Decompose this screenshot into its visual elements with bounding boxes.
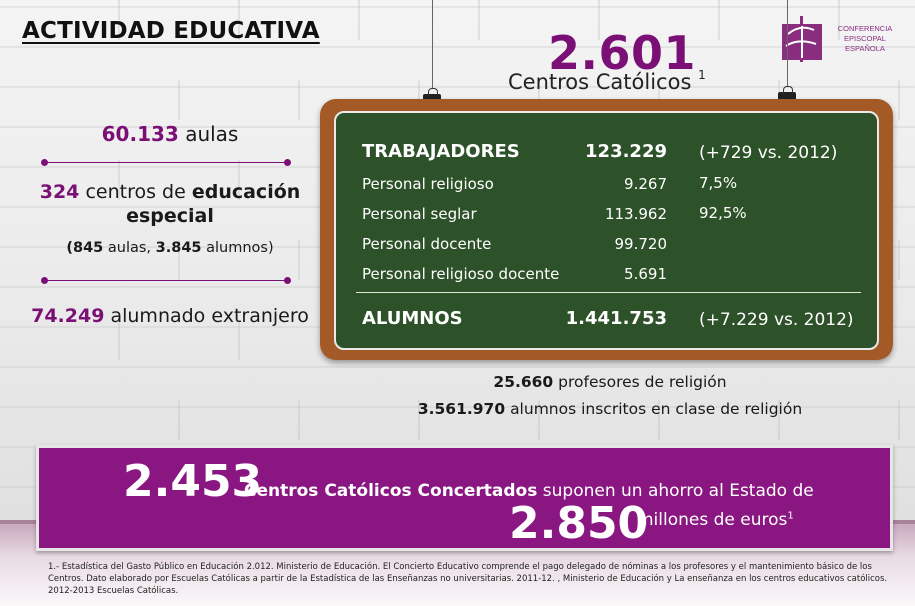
- table-row-extra: 7,5%: [699, 174, 738, 192]
- especial-value: 324: [39, 181, 80, 203]
- cee-logo: CONFERENCIA EPISCOPAL ESPAÑOLA: [780, 12, 906, 62]
- headline-sup: 1: [698, 68, 706, 82]
- table-row-label: Personal religioso docente: [362, 265, 560, 283]
- trabajadores-extra: (+729 vs. 2012): [699, 143, 838, 163]
- stat-especial-detail: (845 aulas, 3.845 alumnos): [25, 240, 315, 256]
- chalkboard: TRABAJADORES 123.229 (+729 vs. 2012) Per…: [334, 111, 879, 350]
- alumnos-detail-label: alumnos): [206, 240, 274, 256]
- logo-line: CONFERENCIA: [837, 24, 893, 33]
- aulas-detail-value: 845: [72, 240, 104, 256]
- savings-banner: 2.453 Centros Católicos Concertados supo…: [36, 445, 893, 551]
- extranjero-label: alumnado extranjero: [110, 305, 309, 327]
- table-row-label: Personal docente: [362, 235, 492, 253]
- trabajadores-label: TRABAJADORES: [362, 141, 520, 162]
- wall-texture: [0, 400, 915, 440]
- table-row-label: Personal seglar: [362, 205, 477, 223]
- table-row-value: 99.720: [614, 235, 668, 253]
- cross-logo-icon: [782, 16, 822, 62]
- headline-number: 2.601: [548, 26, 697, 80]
- banner-sup: 1: [787, 510, 794, 522]
- footnote: 1.- Estadística del Gasto Público en Edu…: [48, 562, 888, 596]
- especial-bold: educación: [191, 181, 301, 203]
- table-row-value: 5.691: [624, 265, 667, 283]
- wall-texture: [0, 0, 915, 40]
- aulas-detail-label: aulas,: [107, 240, 152, 256]
- paren: (: [66, 240, 73, 256]
- table-row-label: Personal religioso: [362, 175, 494, 193]
- banner-text-rest: suponen un ahorro al Estado de: [542, 481, 814, 501]
- stat-educacion-especial: 324 centros de educación especial: [25, 180, 315, 228]
- aulas-value: 60.133: [101, 122, 179, 146]
- especial-label: centros de: [85, 181, 186, 203]
- alumnos-religion-value: 3.561.970: [417, 400, 506, 418]
- table-row-value: 9.267: [624, 175, 667, 193]
- especial-bold: especial: [126, 205, 214, 227]
- extranjero-value: 74.249: [31, 305, 105, 327]
- logo-line: EPISCOPAL: [844, 34, 886, 43]
- logo-line: ESPAÑOLA: [845, 44, 885, 53]
- banner-number-millones: 2.850: [509, 498, 649, 549]
- profesores-value: 25.660: [493, 373, 554, 391]
- aulas-label: aulas: [185, 122, 239, 146]
- stat-profesores-religion: 25.660 profesores de religión: [380, 373, 840, 391]
- alumnos-religion-label: alumnos inscritos en clase de religión: [510, 400, 803, 418]
- logo-text: CONFERENCIA EPISCOPAL ESPAÑOLA: [830, 24, 900, 54]
- banner-number-centros: 2.453: [123, 456, 263, 507]
- table-row-value: 113.962: [604, 205, 667, 223]
- trabajadores-value: 123.229: [585, 141, 667, 162]
- headline-label: Centros Católicos 1: [508, 68, 706, 94]
- alumnos-detail-value: 3.845: [155, 240, 202, 256]
- headline-label-text: Centros Católicos: [508, 70, 692, 94]
- divider: [41, 277, 291, 284]
- stat-alumnos-religion: 3.561.970 alumnos inscritos en clase de …: [380, 400, 840, 418]
- alumnos-value: 1.441.753: [565, 308, 667, 329]
- profesores-label: profesores de religión: [558, 373, 727, 391]
- alumnos-extra: (+7.229 vs. 2012): [699, 310, 854, 330]
- banner-text-2: millones de euros1: [637, 510, 794, 530]
- banner-bold-text: Centros Católicos Concertados: [244, 481, 538, 501]
- banner-text: Centros Católicos Concertados suponen un…: [244, 481, 814, 501]
- stat-aulas: 60.133 aulas: [40, 122, 300, 146]
- page-title: ACTIVIDAD EDUCATIVA: [22, 18, 320, 44]
- table-row-extra: 92,5%: [699, 204, 747, 222]
- hanging-string: [787, 0, 788, 86]
- chalkboard-frame: TRABAJADORES 123.229 (+729 vs. 2012) Per…: [320, 99, 893, 360]
- alumnos-label: ALUMNOS: [362, 308, 463, 329]
- banner-millones-label: millones de euros: [637, 510, 788, 530]
- stat-extranjero: 74.249 alumnado extranjero: [22, 305, 318, 327]
- board-divider: [356, 292, 861, 293]
- hanging-string: [432, 0, 433, 88]
- divider: [41, 159, 291, 166]
